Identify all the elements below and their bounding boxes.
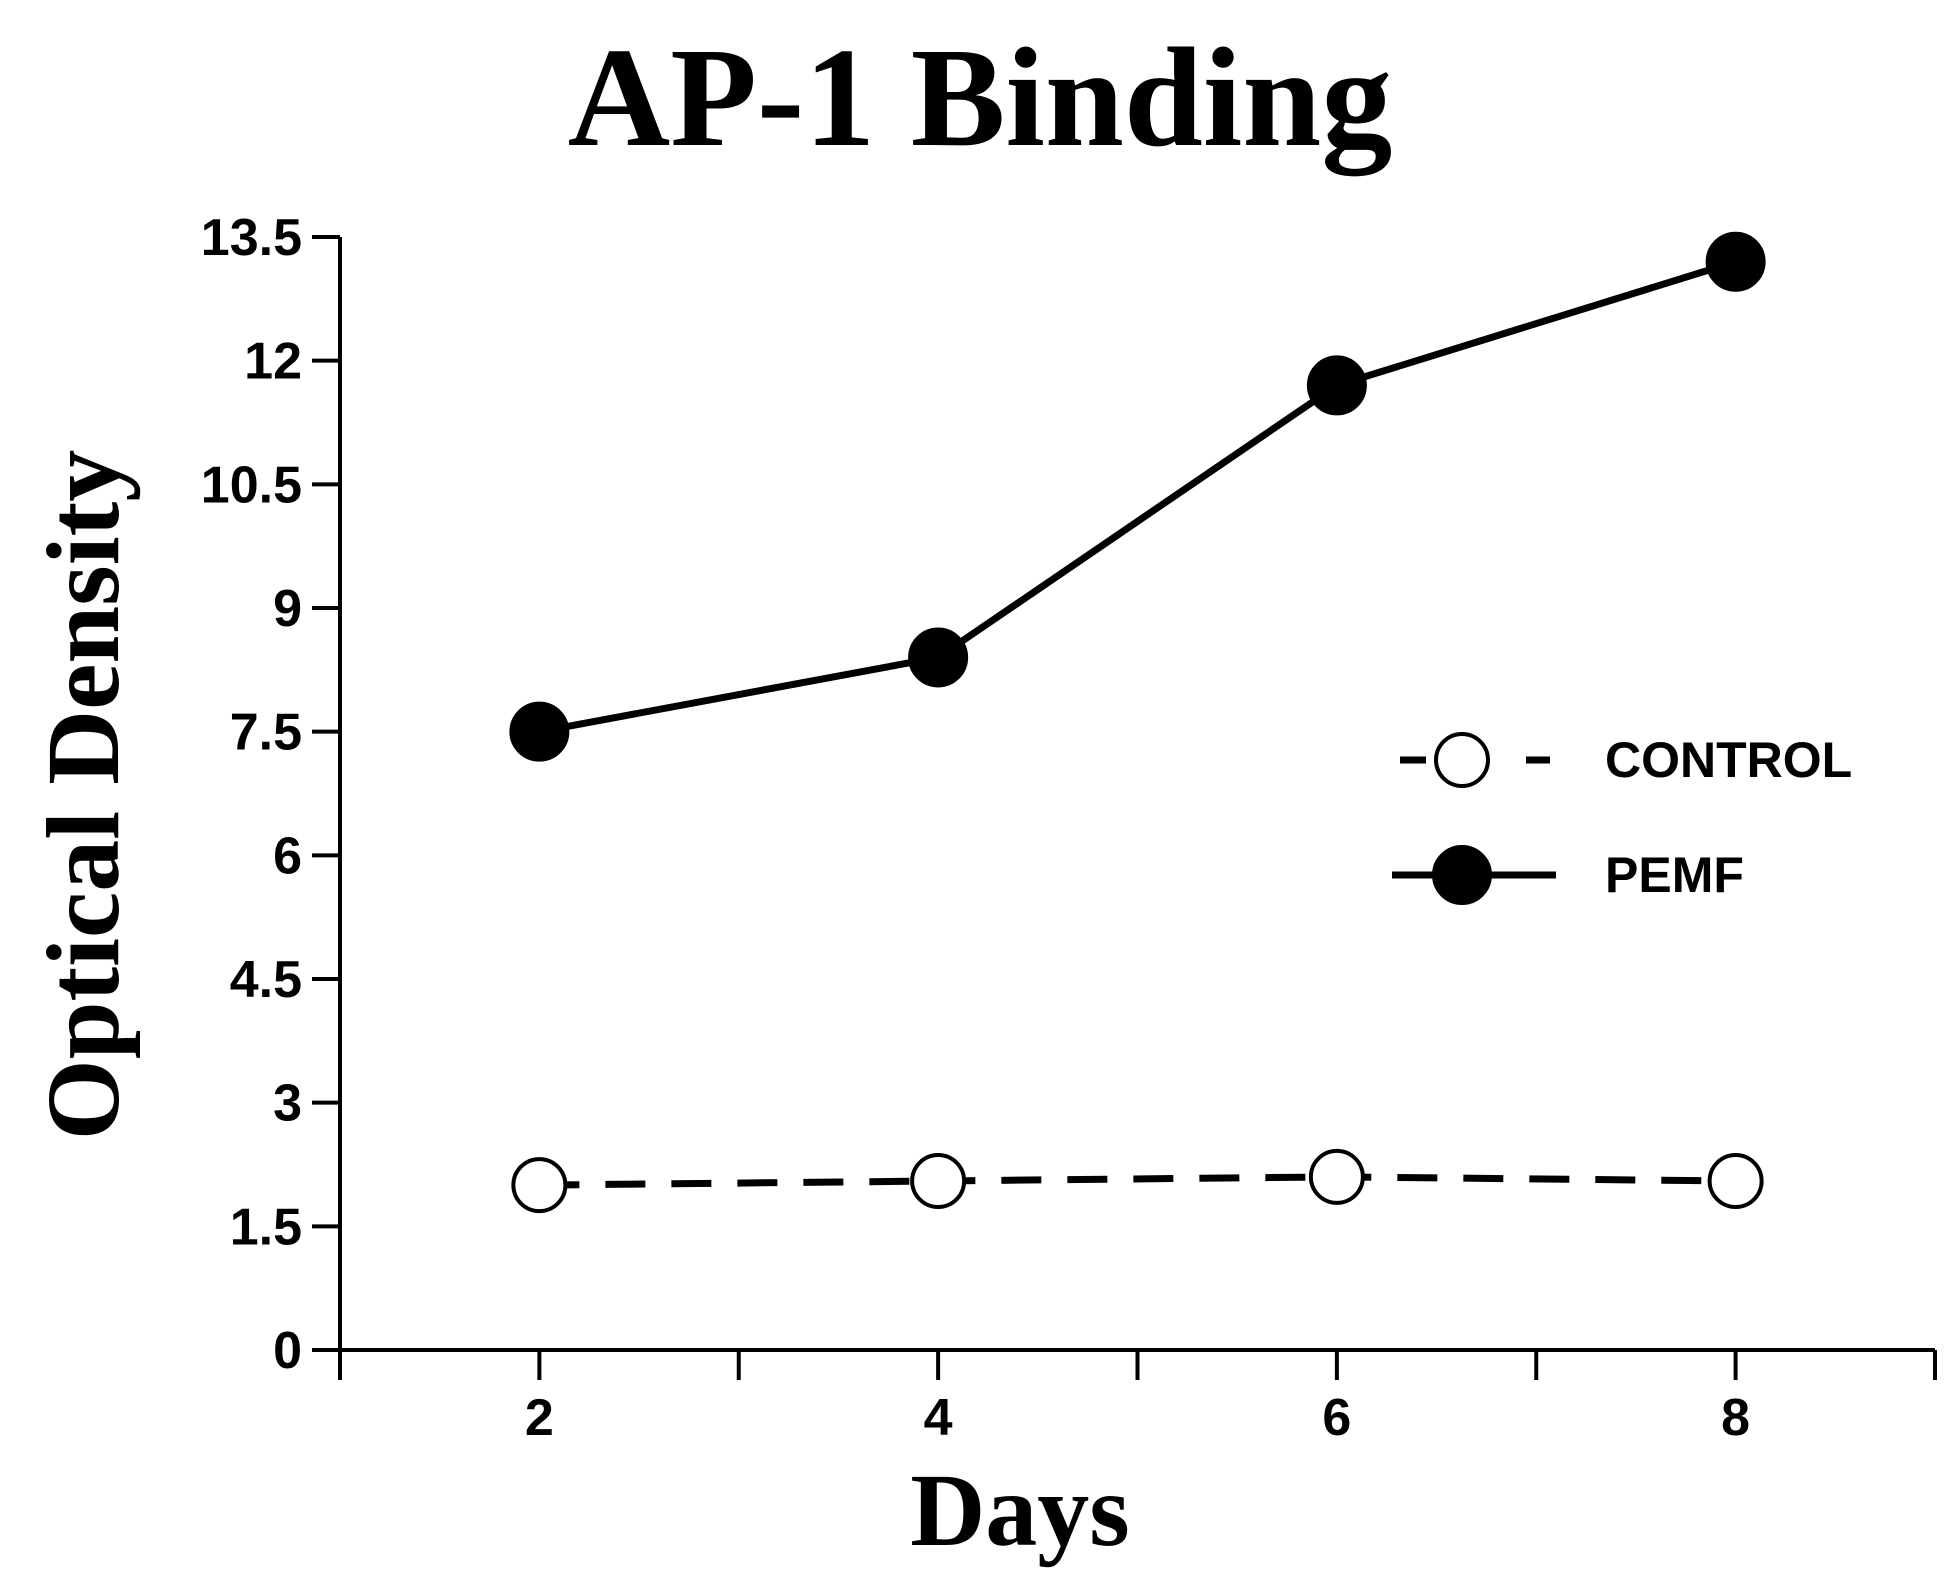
y-ticks: 0 1.5 3 4.5 6 7.5 9 10.5 12 13.5 (201, 209, 340, 1380)
x-tick-label: 4 (924, 1389, 953, 1447)
x-tick-label: 2 (525, 1389, 554, 1447)
data-point-pemf (1705, 231, 1766, 292)
data-point-control (511, 1157, 568, 1214)
chart-title: AP-1 Binding (568, 18, 1393, 176)
x-tick-label: 8 (1721, 1389, 1750, 1447)
x-ticks: 2 4 6 8 (338, 1350, 1937, 1447)
y-tick-label: 1.5 (230, 1198, 302, 1256)
series-layer (509, 231, 1766, 1214)
y-tick-label: 12 (244, 333, 302, 391)
data-point-pemf (1306, 355, 1367, 416)
y-tick-label: 13.5 (201, 209, 302, 267)
y-axis-label: Optical Density (26, 450, 141, 1140)
legend: CONTROL PEMF (1392, 732, 1852, 905)
data-point-control (910, 1152, 967, 1209)
legend-label-control: CONTROL (1605, 732, 1852, 788)
x-tick-label: 6 (1322, 1389, 1351, 1447)
series-line-pemf (538, 258, 1737, 736)
data-point-pemf (908, 627, 969, 688)
y-tick-label: 3 (273, 1075, 302, 1133)
data-point-control (1308, 1148, 1365, 1205)
y-tick-label: 4.5 (230, 951, 302, 1009)
y-tick-label: 7.5 (230, 704, 302, 762)
data-point-control (1707, 1152, 1764, 1209)
legend-marker-pemf (1432, 845, 1492, 905)
legend-marker-control (1434, 732, 1490, 788)
data-point-pemf (509, 701, 570, 762)
y-tick-label: 6 (273, 827, 302, 885)
y-tick-label: 9 (273, 580, 302, 638)
y-tick-label: 10.5 (201, 456, 302, 514)
legend-label-pemf: PEMF (1605, 847, 1744, 903)
series-line-control (539, 1173, 1736, 1189)
x-axis-label: Days (910, 1453, 1130, 1568)
y-tick-label: 0 (273, 1322, 302, 1380)
